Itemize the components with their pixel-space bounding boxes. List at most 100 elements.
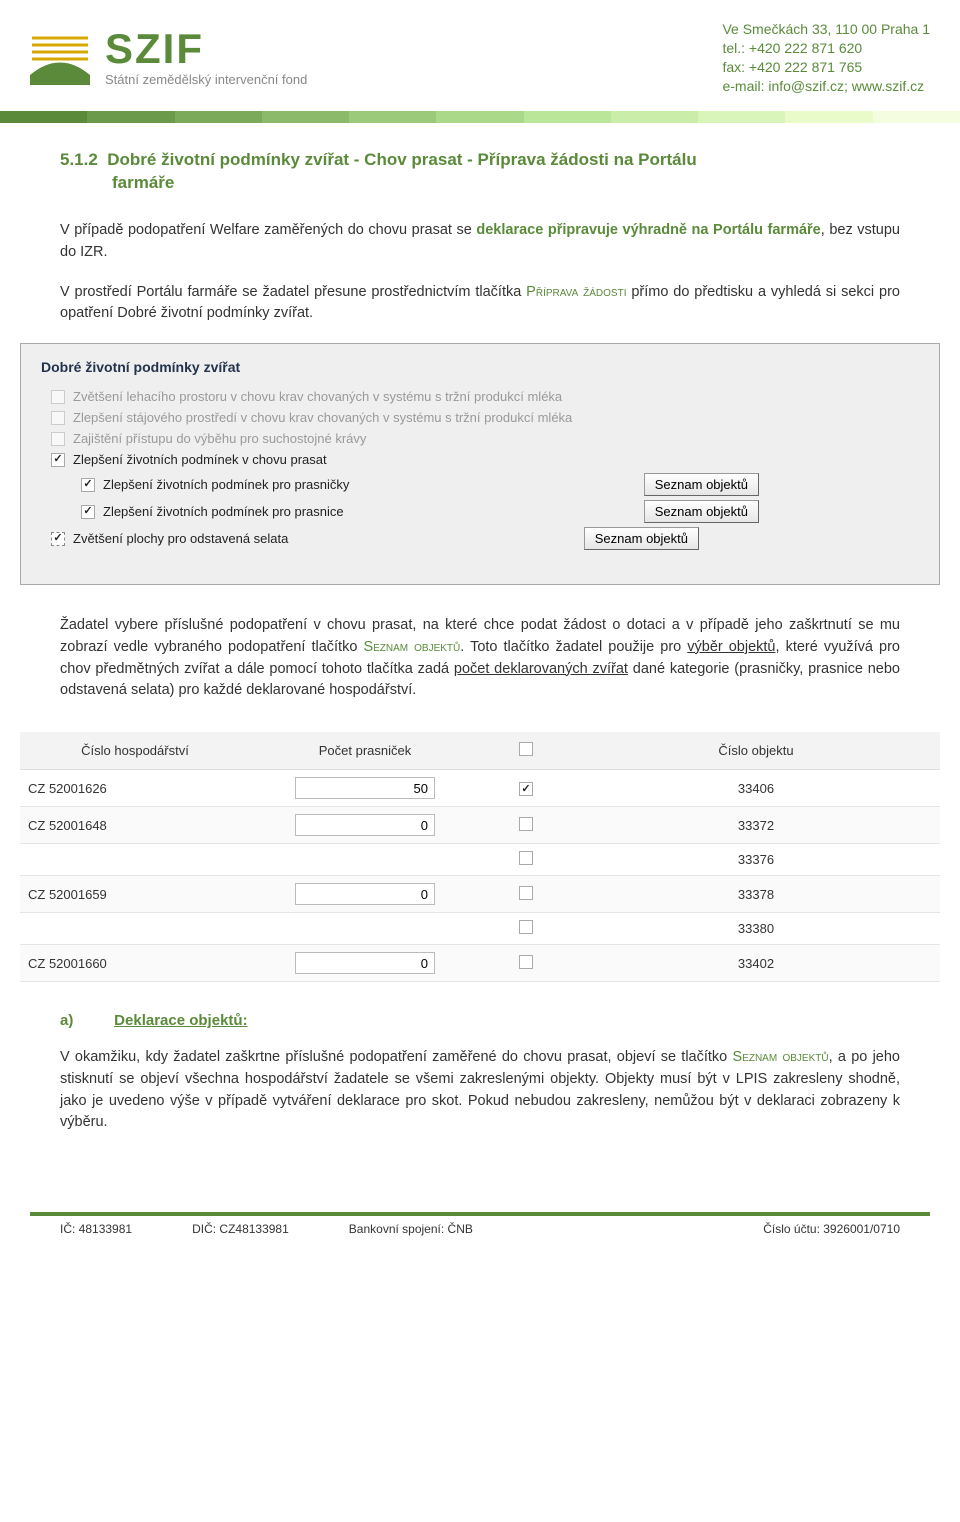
text-button-ref-3: Seznam objektů [733, 1049, 829, 1065]
szif-logo-icon [30, 30, 90, 85]
row-checkbox-icon[interactable] [519, 851, 533, 865]
cell-select [480, 770, 572, 807]
cell-select [480, 844, 572, 876]
suboption-label-2: Zlepšení životních podmínek pro prasnice [103, 504, 344, 519]
table-row: CZ 52001626 33406 [20, 770, 940, 807]
checkbox-checked-dashed-icon[interactable] [51, 532, 65, 546]
option-row-1: Zvětšení lehacího prostoru v chovu krav … [41, 389, 919, 404]
contact-block: Ve Smečkách 33, 110 00 Praha 1 tel.: +42… [722, 20, 930, 96]
table-row: 33380 [20, 913, 940, 945]
text-underline-2: počet deklarovaných zvířat [454, 661, 628, 677]
paragraph-3: Žadatel vybere příslušné podopatření v c… [60, 615, 900, 702]
th-select [480, 732, 572, 770]
page-header: SZIF Státní zemědělský intervenční fond … [0, 0, 960, 106]
cell-farm: CZ 52001626 [20, 770, 250, 807]
suboption-row-2[interactable]: Zlepšení životních podmínek pro prasnice… [41, 500, 919, 523]
cell-select [480, 876, 572, 913]
section-title-a: Dobré životní podmínky zvířat - Chov pra… [107, 148, 696, 172]
table-row: CZ 52001648 33372 [20, 807, 940, 844]
text-underline-1: výběr objektů [687, 639, 775, 655]
footer-dic: DIČ: CZ48133981 [192, 1222, 289, 1236]
checkbox-disabled-icon [51, 390, 65, 404]
option-row-3: Zajištění přístupu do výběhu pro suchost… [41, 431, 919, 446]
row-checkbox-icon[interactable] [519, 886, 533, 900]
footer: IČ: 48133981 DIČ: CZ48133981 Bankovní sp… [0, 1216, 960, 1256]
footer-acct: Číslo účtu: 3926001/0710 [763, 1222, 900, 1236]
text-button-ref-1: Příprava žádosti [526, 284, 626, 300]
row-checkbox-icon[interactable] [519, 955, 533, 969]
count-input[interactable] [295, 814, 435, 836]
panel-title: Dobré životní podmínky zvířat [41, 359, 919, 375]
logo-text: SZIF Státní zemědělský intervenční fond [105, 28, 307, 87]
cell-select [480, 913, 572, 945]
text-highlight-1: deklarace připravuje výhradně na Portálu… [476, 222, 820, 238]
paragraph-4: V okamžiku, kdy žadatel zaškrtne přísluš… [60, 1047, 900, 1134]
contact-mail: e-mail: info@szif.cz; www.szif.cz [722, 77, 930, 96]
suboption-label-3: Zvětšení plochy pro odstavená selata [73, 531, 288, 546]
subsection-title: Deklarace objektů: [114, 1012, 247, 1029]
footer-ic: IČ: 48133981 [60, 1222, 132, 1236]
cell-object: 33380 [572, 913, 940, 945]
row-checkbox-checked-icon[interactable] [519, 782, 533, 796]
count-input[interactable] [295, 883, 435, 905]
table-row: CZ 52001659 33378 [20, 876, 940, 913]
th-farm: Číslo hospodářství [20, 732, 250, 770]
cell-object: 33402 [572, 945, 940, 982]
cell-farm: CZ 52001648 [20, 807, 250, 844]
contact-fax: fax: +420 222 871 765 [722, 58, 930, 77]
suboption-row-3[interactable]: Zvětšení plochy pro odstavená selata Sez… [41, 527, 919, 550]
checkbox-checked-icon[interactable] [51, 453, 65, 467]
row-checkbox-icon[interactable] [519, 817, 533, 831]
object-list-button[interactable]: Seznam objektů [644, 473, 759, 496]
cell-farm [20, 913, 250, 945]
subsection-heading: a) Deklarace objektů: [60, 1012, 900, 1029]
cell-object: 33406 [572, 770, 940, 807]
cell-count [250, 913, 480, 945]
cell-count [250, 770, 480, 807]
option-label-2: Zlepšení stájového prostředí v chovu kra… [73, 410, 572, 425]
suboption-label-1: Zlepšení životních podmínek pro prasničk… [103, 477, 349, 492]
row-checkbox-icon[interactable] [519, 920, 533, 934]
cell-select [480, 807, 572, 844]
count-input[interactable] [295, 777, 435, 799]
checkbox-checked-icon[interactable] [81, 478, 95, 492]
option-label-1: Zvětšení lehacího prostoru v chovu krav … [73, 389, 562, 404]
section-number: 5.1.2 [60, 150, 98, 169]
object-list-button[interactable]: Seznam objektů [644, 500, 759, 523]
objects-table: Číslo hospodářství Počet prasniček Číslo… [20, 732, 940, 982]
cell-count [250, 945, 480, 982]
cell-farm: CZ 52001659 [20, 876, 250, 913]
table-row: CZ 52001660 33402 [20, 945, 940, 982]
checkbox-disabled-icon [51, 411, 65, 425]
cell-farm: CZ 52001660 [20, 945, 250, 982]
cell-count [250, 876, 480, 913]
cell-object: 33378 [572, 876, 940, 913]
contact-tel: tel.: +420 222 871 620 [722, 39, 930, 58]
checkbox-disabled-icon [51, 432, 65, 446]
cell-object: 33376 [572, 844, 940, 876]
cell-count [250, 807, 480, 844]
logo-main: SZIF [105, 28, 307, 70]
logo-block: SZIF Státní zemědělský intervenční fond [30, 20, 307, 96]
cell-farm [20, 844, 250, 876]
subsection-letter: a) [60, 1012, 110, 1029]
checkbox-checked-icon[interactable] [81, 505, 95, 519]
count-input[interactable] [295, 952, 435, 974]
option-label-3: Zajištění přístupu do výběhu pro suchost… [73, 431, 366, 446]
section-title: 5.1.2 Dobré životní podmínky zvířat - Ch… [60, 148, 900, 196]
option-row-4[interactable]: Zlepšení životních podmínek v chovu pras… [41, 452, 919, 467]
table-header-row: Číslo hospodářství Počet prasniček Číslo… [20, 732, 940, 770]
suboption-row-1[interactable]: Zlepšení životních podmínek pro prasničk… [41, 473, 919, 496]
logo-sub: Státní zemědělský intervenční fond [105, 72, 307, 87]
paragraph-1: V případě podopatření Welfare zaměřených… [60, 220, 900, 264]
table-row: 33376 [20, 844, 940, 876]
cell-count [250, 844, 480, 876]
cell-object: 33372 [572, 807, 940, 844]
header-checkbox[interactable] [519, 742, 533, 756]
text-button-ref-2: Seznam objektů [363, 639, 460, 655]
object-list-button[interactable]: Seznam objektů [584, 527, 699, 550]
paragraph-2: V prostředí Portálu farmáře se žadatel p… [60, 282, 900, 326]
footer-bank: Bankovní spojení: ČNB [349, 1222, 473, 1236]
section-title-b: farmáře [112, 173, 174, 192]
option-label-4: Zlepšení životních podmínek v chovu pras… [73, 452, 327, 467]
